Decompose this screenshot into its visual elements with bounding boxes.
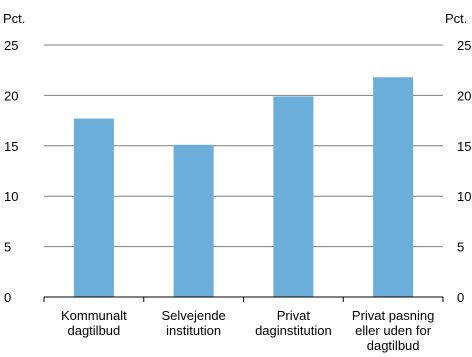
x-category-label: Privat pasning eller uden for dagtilbud — [352, 308, 434, 353]
y-tick-label-left: 20 — [4, 88, 18, 103]
x-axis-categories: Kommunalt dagtilbud Selvejende institution P… — [61, 308, 434, 353]
y-tick-label-left: 15 — [4, 139, 18, 154]
y-axis-unit-right: Pct. — [445, 11, 467, 26]
y-tick-label-right: 20 — [457, 88, 471, 103]
x-axis — [43, 296, 444, 302]
x-category-label: Privat daginstitution — [255, 308, 332, 338]
y-axis-left: 0 5 10 15 20 25 — [4, 38, 18, 305]
y-tick-label-right: 5 — [457, 240, 464, 255]
y-tick-label-left: 0 — [4, 290, 11, 305]
y-tick-label-left: 10 — [4, 189, 18, 204]
x-category-label: Kommunalt dagtilbud — [61, 308, 127, 338]
y-tick-label-left: 25 — [4, 38, 18, 53]
bar — [173, 144, 214, 297]
bar — [273, 96, 314, 298]
bar — [373, 77, 414, 297]
x-category-label: Selvejende institution — [161, 308, 225, 338]
y-tick-label-right: 25 — [457, 38, 471, 53]
y-axis-right: 0 5 10 15 20 25 — [457, 38, 471, 305]
bar — [73, 118, 114, 297]
y-tick-label-left: 5 — [4, 240, 11, 255]
y-tick-label-right: 10 — [457, 189, 471, 204]
y-tick-label-right: 0 — [457, 290, 464, 305]
y-tick-label-right: 15 — [457, 139, 471, 154]
y-axis-unit-left: Pct. — [3, 11, 25, 26]
bars — [73, 77, 414, 298]
